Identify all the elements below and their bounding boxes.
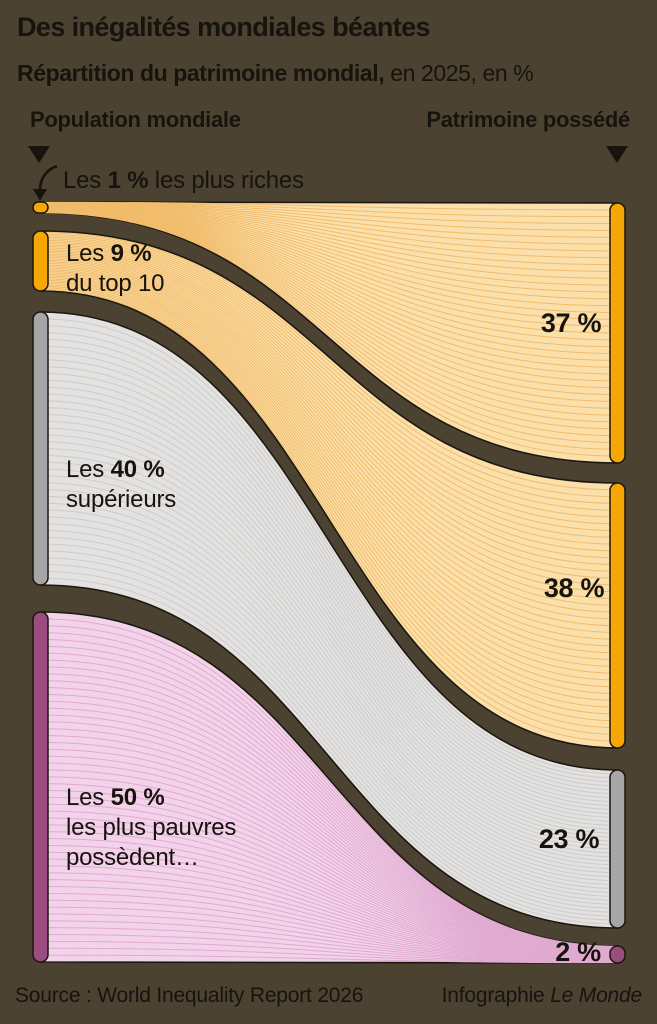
label-top-1pct-post: les plus riches <box>148 167 304 194</box>
label-next-9pct-line2: du top 10 <box>66 270 165 297</box>
sankey-node-right-upper-40-pct <box>609 769 626 929</box>
sankey-node-right-next-9-pct <box>609 482 626 749</box>
value-label-37pct: 37 % <box>540 308 602 338</box>
sankey-flow-top-1-pct <box>39 201 619 464</box>
infographic-credit-pre: Infographie <box>441 984 551 1007</box>
label-upper-40pct-bold: 40 % <box>110 456 165 483</box>
sankey-flow-bottom-50-pct <box>39 611 619 964</box>
right-column-header: Patrimoine possédé <box>426 107 630 132</box>
sankey-node-left-top-1-pct <box>32 201 49 214</box>
label-bottom-50pct-line2: les plus pauvres <box>66 814 237 841</box>
sankey-node-left-bottom-50-pct <box>32 611 49 963</box>
label-bottom-50pct-pre: Les <box>66 784 111 811</box>
label-bottom-50pct-bold: 50 % <box>110 784 165 811</box>
subtitle-bold-text: Répartition du patrimoine mondial, <box>17 60 385 86</box>
page-title: Des inégalités mondiales béantes <box>17 12 431 43</box>
infographic-credit: Infographie Le Monde <box>441 984 643 1008</box>
value-label-23pct: 23 % <box>538 824 600 854</box>
source-credit: Source : World Inequality Report 2026 <box>15 984 364 1007</box>
sankey-node-right-top-1-pct <box>609 202 626 464</box>
label-next-9pct-bold: 9 % <box>110 240 152 267</box>
sankey-node-right-bottom-50-pct <box>609 945 626 964</box>
label-bottom-50pct-line1: Les 50 % <box>66 783 236 813</box>
value-label-38pct: 38 % <box>543 573 605 603</box>
left-column-header: Population mondiale <box>30 107 241 132</box>
label-upper-40pct-line1: Les 40 % <box>66 455 176 485</box>
label-next-9pct: Les 9 % du top 10 <box>66 239 164 299</box>
triangle-down-right-icon <box>606 146 628 163</box>
infographic-credit-brand: Le Monde <box>550 984 642 1007</box>
subtitle-rest-text: en 2025, en % <box>384 60 534 86</box>
sankey-node-left-next-9-pct <box>32 230 49 292</box>
label-bottom-50pct-line3: possèdent… <box>66 844 199 871</box>
chart-subtitle: Répartition du patrimoine mondial, en 20… <box>17 60 534 87</box>
page-title-text: Des inégalités mondiales béantes <box>17 12 431 42</box>
value-label-2pct: 2 % <box>555 937 601 967</box>
label-top-1pct-bold: 1 % <box>107 167 149 194</box>
label-bottom-50pct: Les 50 % les plus pauvres possèdent… <box>66 783 236 873</box>
triangle-down-left-icon <box>28 146 50 163</box>
label-upper-40pct-pre: Les <box>66 456 111 483</box>
label-upper-40pct: Les 40 % supérieurs <box>66 455 176 515</box>
label-next-9pct-pre: Les <box>66 240 111 267</box>
label-upper-40pct-line2: supérieurs <box>66 486 177 513</box>
label-top-1pct-pre: Les <box>63 167 108 194</box>
curved-arrow-icon <box>38 164 58 191</box>
label-top-1pct: Les 1 % les plus riches <box>63 166 304 196</box>
curved-arrow-head-icon <box>33 189 47 201</box>
sankey-node-left-upper-40-pct <box>32 311 49 586</box>
label-next-9pct-line1: Les 9 % <box>66 239 164 269</box>
sankey-flow-upper-40-pct <box>39 311 619 929</box>
sankey-flow-next-9-pct <box>39 230 619 749</box>
